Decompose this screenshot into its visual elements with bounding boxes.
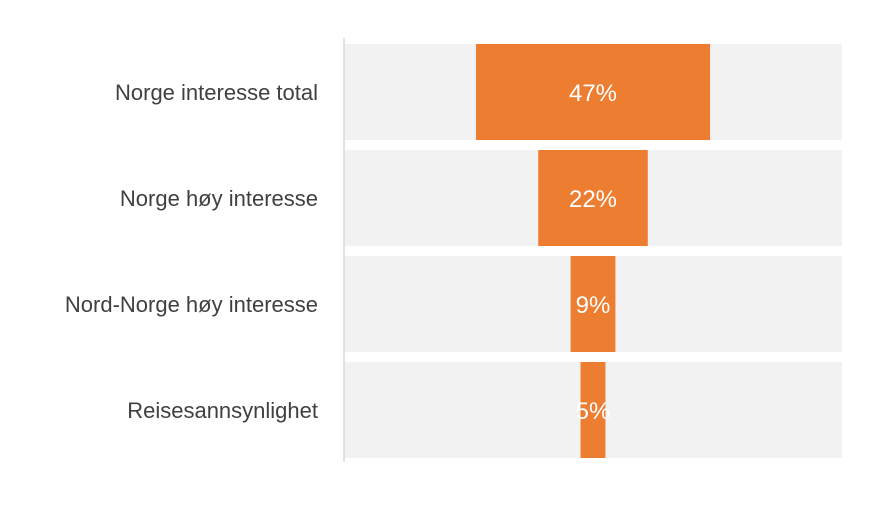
category-label: Nord-Norge høy interesse: [65, 292, 318, 317]
category-label: Norge interesse total: [115, 80, 318, 105]
data-labels: 47% 22% 9% 5%: [569, 80, 617, 425]
bars: [475, 44, 711, 458]
funnel-bar: [538, 150, 648, 246]
funnel-bar: [580, 362, 606, 458]
category-label: Reisesannsynlighet: [127, 398, 318, 423]
funnel-bar: [475, 44, 711, 140]
data-label: 5%: [576, 398, 611, 425]
funnel-bar: [570, 256, 616, 352]
data-label: 47%: [569, 80, 617, 107]
data-label: 9%: [576, 292, 611, 319]
data-label: 22%: [569, 186, 617, 213]
category-labels: Norge interesse total Norge høy interesse…: [65, 80, 318, 423]
category-label: Norge høy interesse: [120, 186, 318, 211]
